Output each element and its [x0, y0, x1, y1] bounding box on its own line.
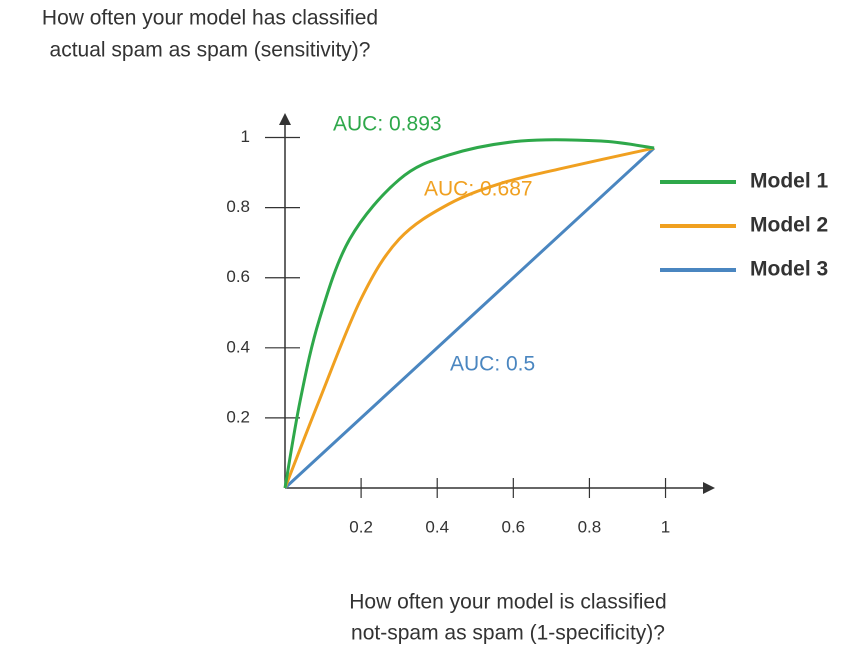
roc-curve	[283, 146, 656, 490]
legend-label: Model 1	[750, 170, 828, 193]
x-axis-arrow	[703, 482, 715, 494]
x-axis-label: not-spam as spam (1-specificity)?	[351, 622, 665, 645]
roc-curve	[283, 146, 655, 489]
legend-label: Model 2	[750, 214, 828, 237]
auc-annotation: AUC: 0.5	[450, 353, 535, 376]
x-tick-label: 0.4	[425, 517, 449, 536]
x-tick-label: 0.6	[501, 517, 525, 536]
y-tick-label: 0.8	[226, 197, 250, 216]
roc-curve	[283, 138, 655, 489]
y-tick-label: 0.6	[226, 267, 250, 286]
y-axis-label: actual spam as spam (sensitivity)?	[50, 39, 371, 62]
y-axis-arrow	[279, 113, 291, 125]
auc-annotation: AUC: 0.687	[424, 178, 533, 201]
y-tick-label: 1	[241, 127, 250, 146]
auc-annotation: AUC: 0.893	[333, 113, 442, 136]
legend-label: Model 3	[750, 258, 828, 281]
x-axis-label: How often your model is classified	[349, 591, 666, 614]
x-tick-label: 0.2	[349, 517, 373, 536]
x-tick-label: 1	[661, 517, 670, 536]
y-axis-label: How often your model has classified	[42, 7, 378, 30]
y-tick-label: 0.4	[226, 337, 250, 356]
x-tick-label: 0.8	[578, 517, 602, 536]
y-tick-label: 0.2	[226, 407, 250, 426]
